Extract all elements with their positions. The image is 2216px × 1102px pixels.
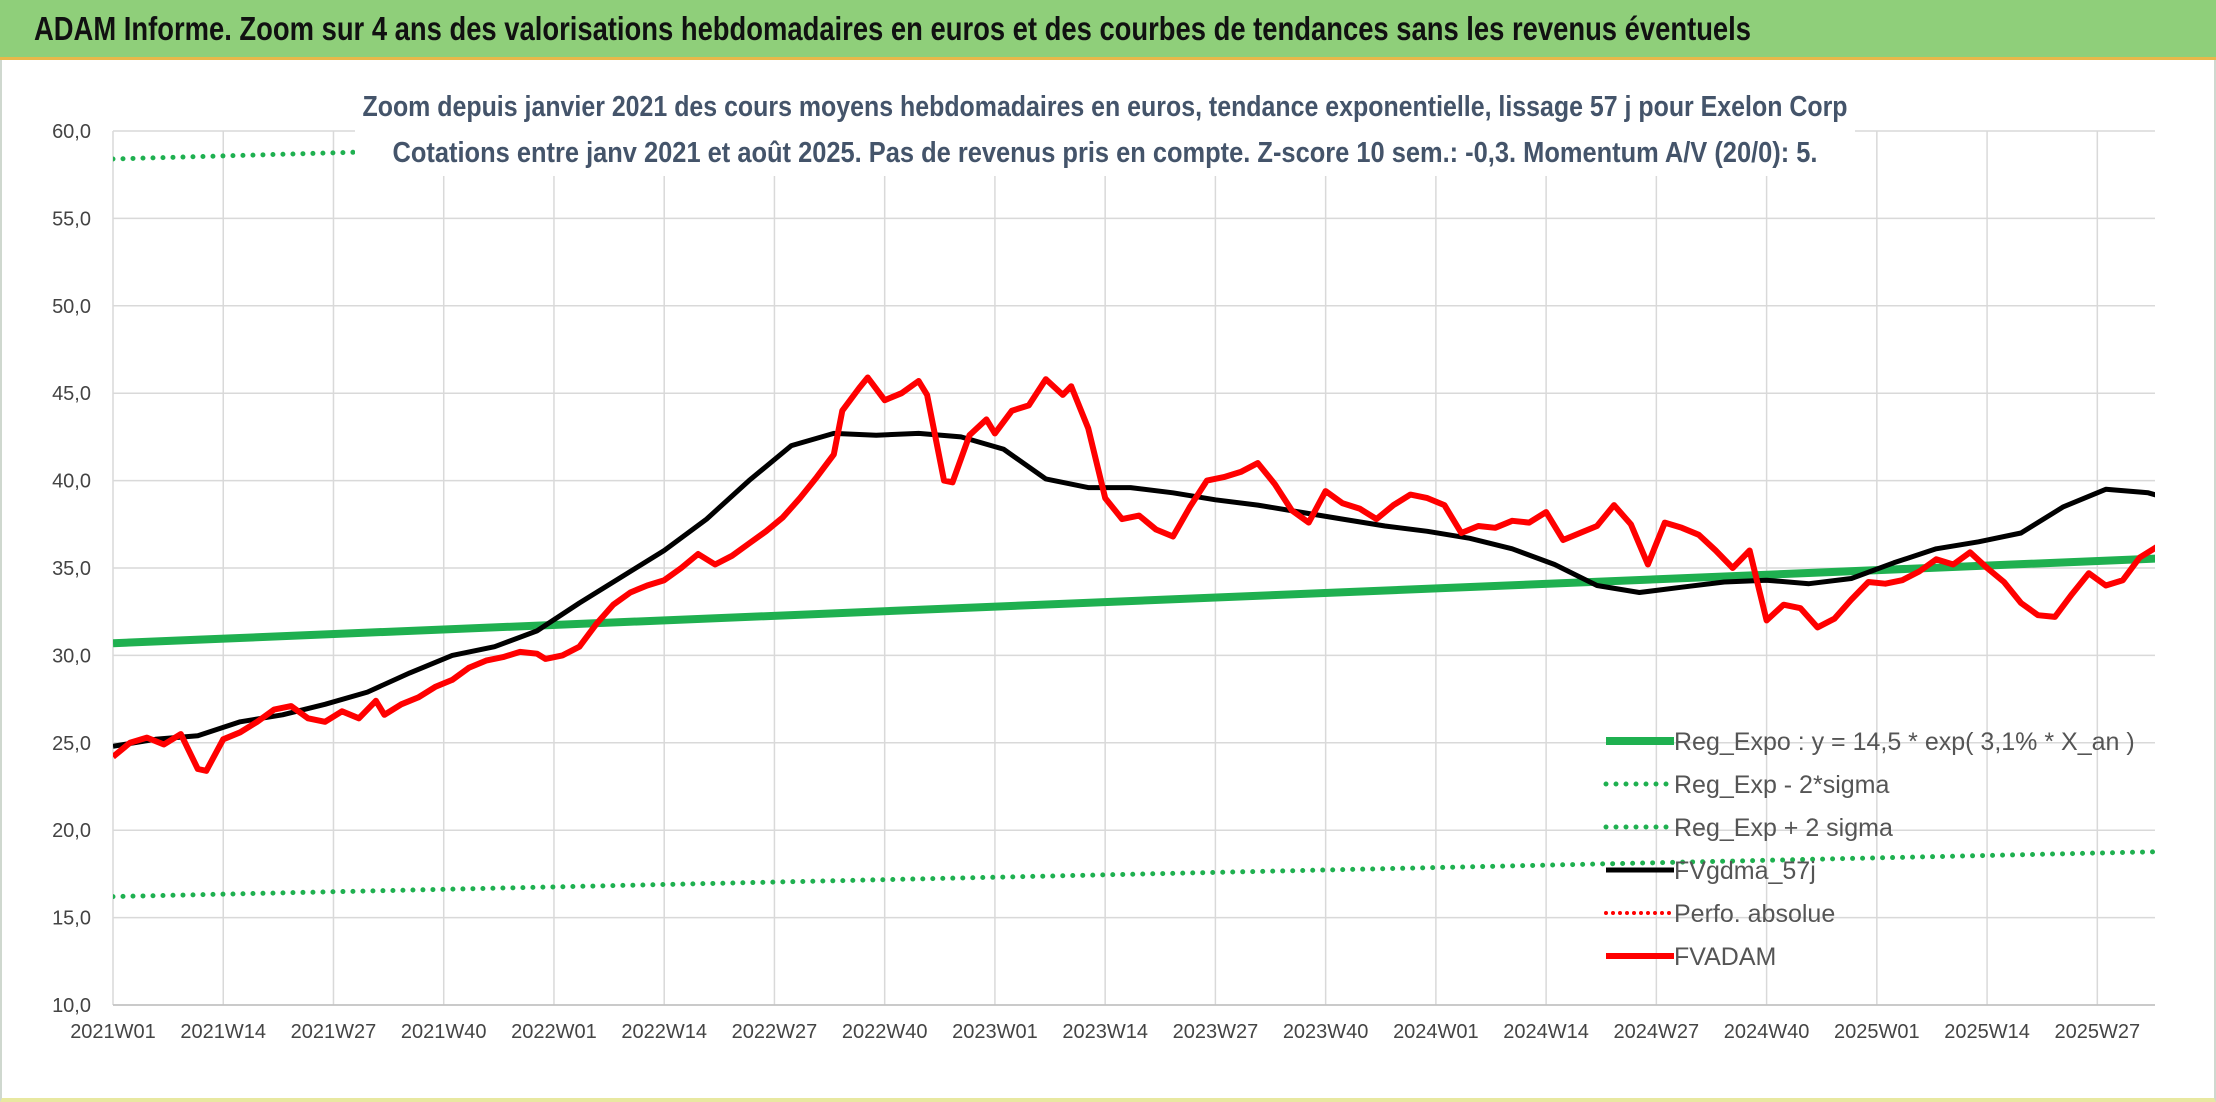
y-tick-label: 45,0 xyxy=(52,383,91,405)
x-tick-label: 2023W01 xyxy=(952,1021,1038,1043)
x-tick-label: 2023W27 xyxy=(1173,1021,1259,1043)
y-axis-ticks: 60,0 55,0 50,0 45,0 40,0 35,0 30,0 25,0 20,0 15,0… xyxy=(52,121,91,1017)
series-line-solid-red xyxy=(113,374,2155,774)
x-tick-label: 2022W40 xyxy=(842,1021,928,1043)
series-line-solid-green xyxy=(113,554,2155,648)
y-tick-label: 30,0 xyxy=(52,645,91,667)
x-tick-label: 2021W40 xyxy=(401,1021,487,1043)
legend-label: Reg_Exp - 2*sigma xyxy=(1674,771,1889,799)
x-tick-label: 2024W01 xyxy=(1393,1021,1479,1043)
x-tick-label: 2022W01 xyxy=(511,1021,597,1043)
header-banner: ADAM Informe. Zoom sur 4 ans des valoris… xyxy=(0,0,2216,60)
y-tick-label: 25,0 xyxy=(52,733,91,755)
legend-label: FVADAM xyxy=(1674,943,1776,971)
y-tick-label: 55,0 xyxy=(52,208,91,230)
y-tick-label: 50,0 xyxy=(52,296,91,318)
x-tick-label: 2023W14 xyxy=(1062,1021,1148,1043)
series-line-solid-black xyxy=(113,430,2155,749)
chart-subtitle: Cotations entre janv 2021 et août 2025. … xyxy=(393,137,1818,169)
banner-title: ADAM Informe. Zoom sur 4 ans des valoris… xyxy=(34,10,1752,47)
x-tick-label: 2023W40 xyxy=(1283,1021,1369,1043)
y-tick-label: 60,0 xyxy=(52,121,91,143)
x-tick-label: 2021W27 xyxy=(291,1021,377,1043)
x-tick-label: 2024W40 xyxy=(1724,1021,1810,1043)
x-tick-label: 2024W14 xyxy=(1503,1021,1589,1043)
y-tick-label: 40,0 xyxy=(52,471,91,493)
x-tick-label: 2021W01 xyxy=(70,1021,156,1043)
y-tick-label: 10,0 xyxy=(52,995,91,1017)
legend-label: FVgdma_57j xyxy=(1674,857,1816,885)
legend-label: Perfo. absolue xyxy=(1674,900,1835,928)
x-tick-label: 2021W14 xyxy=(180,1021,266,1043)
y-tick-label: 20,0 xyxy=(52,820,91,842)
subtitle-backdrop xyxy=(355,84,1855,176)
x-tick-label: 2022W27 xyxy=(732,1021,818,1043)
legend-label: Reg_Expo : y = 14,5 * exp( 3,1% * X_an ) xyxy=(1674,728,2135,756)
y-tick-label: 35,0 xyxy=(52,558,91,580)
x-tick-label: 2025W27 xyxy=(2055,1021,2141,1043)
y-tick-label: 15,0 xyxy=(52,908,91,930)
legend-label: Reg_Exp + 2 sigma xyxy=(1674,814,1893,842)
series-line-dotted-green xyxy=(113,849,2155,900)
series-layer xyxy=(113,129,2155,900)
x-tick-label: 2024W27 xyxy=(1614,1021,1700,1043)
chart-title: Zoom depuis janvier 2021 des cours moyen… xyxy=(363,91,1848,123)
chart-frame xyxy=(0,60,2216,1102)
x-tick-label: 2025W01 xyxy=(1834,1021,1920,1043)
x-tick-label: 2022W14 xyxy=(621,1021,707,1043)
x-tick-label: 2025W14 xyxy=(1944,1021,2030,1043)
legend: Reg_Expo : y = 14,5 * exp( 3,1% * X_an )… xyxy=(1603,728,2135,971)
x-axis-ticks: 2021W01 2021W14 2021W27 2021W40 2022W01 2022W… xyxy=(70,1021,2140,1043)
